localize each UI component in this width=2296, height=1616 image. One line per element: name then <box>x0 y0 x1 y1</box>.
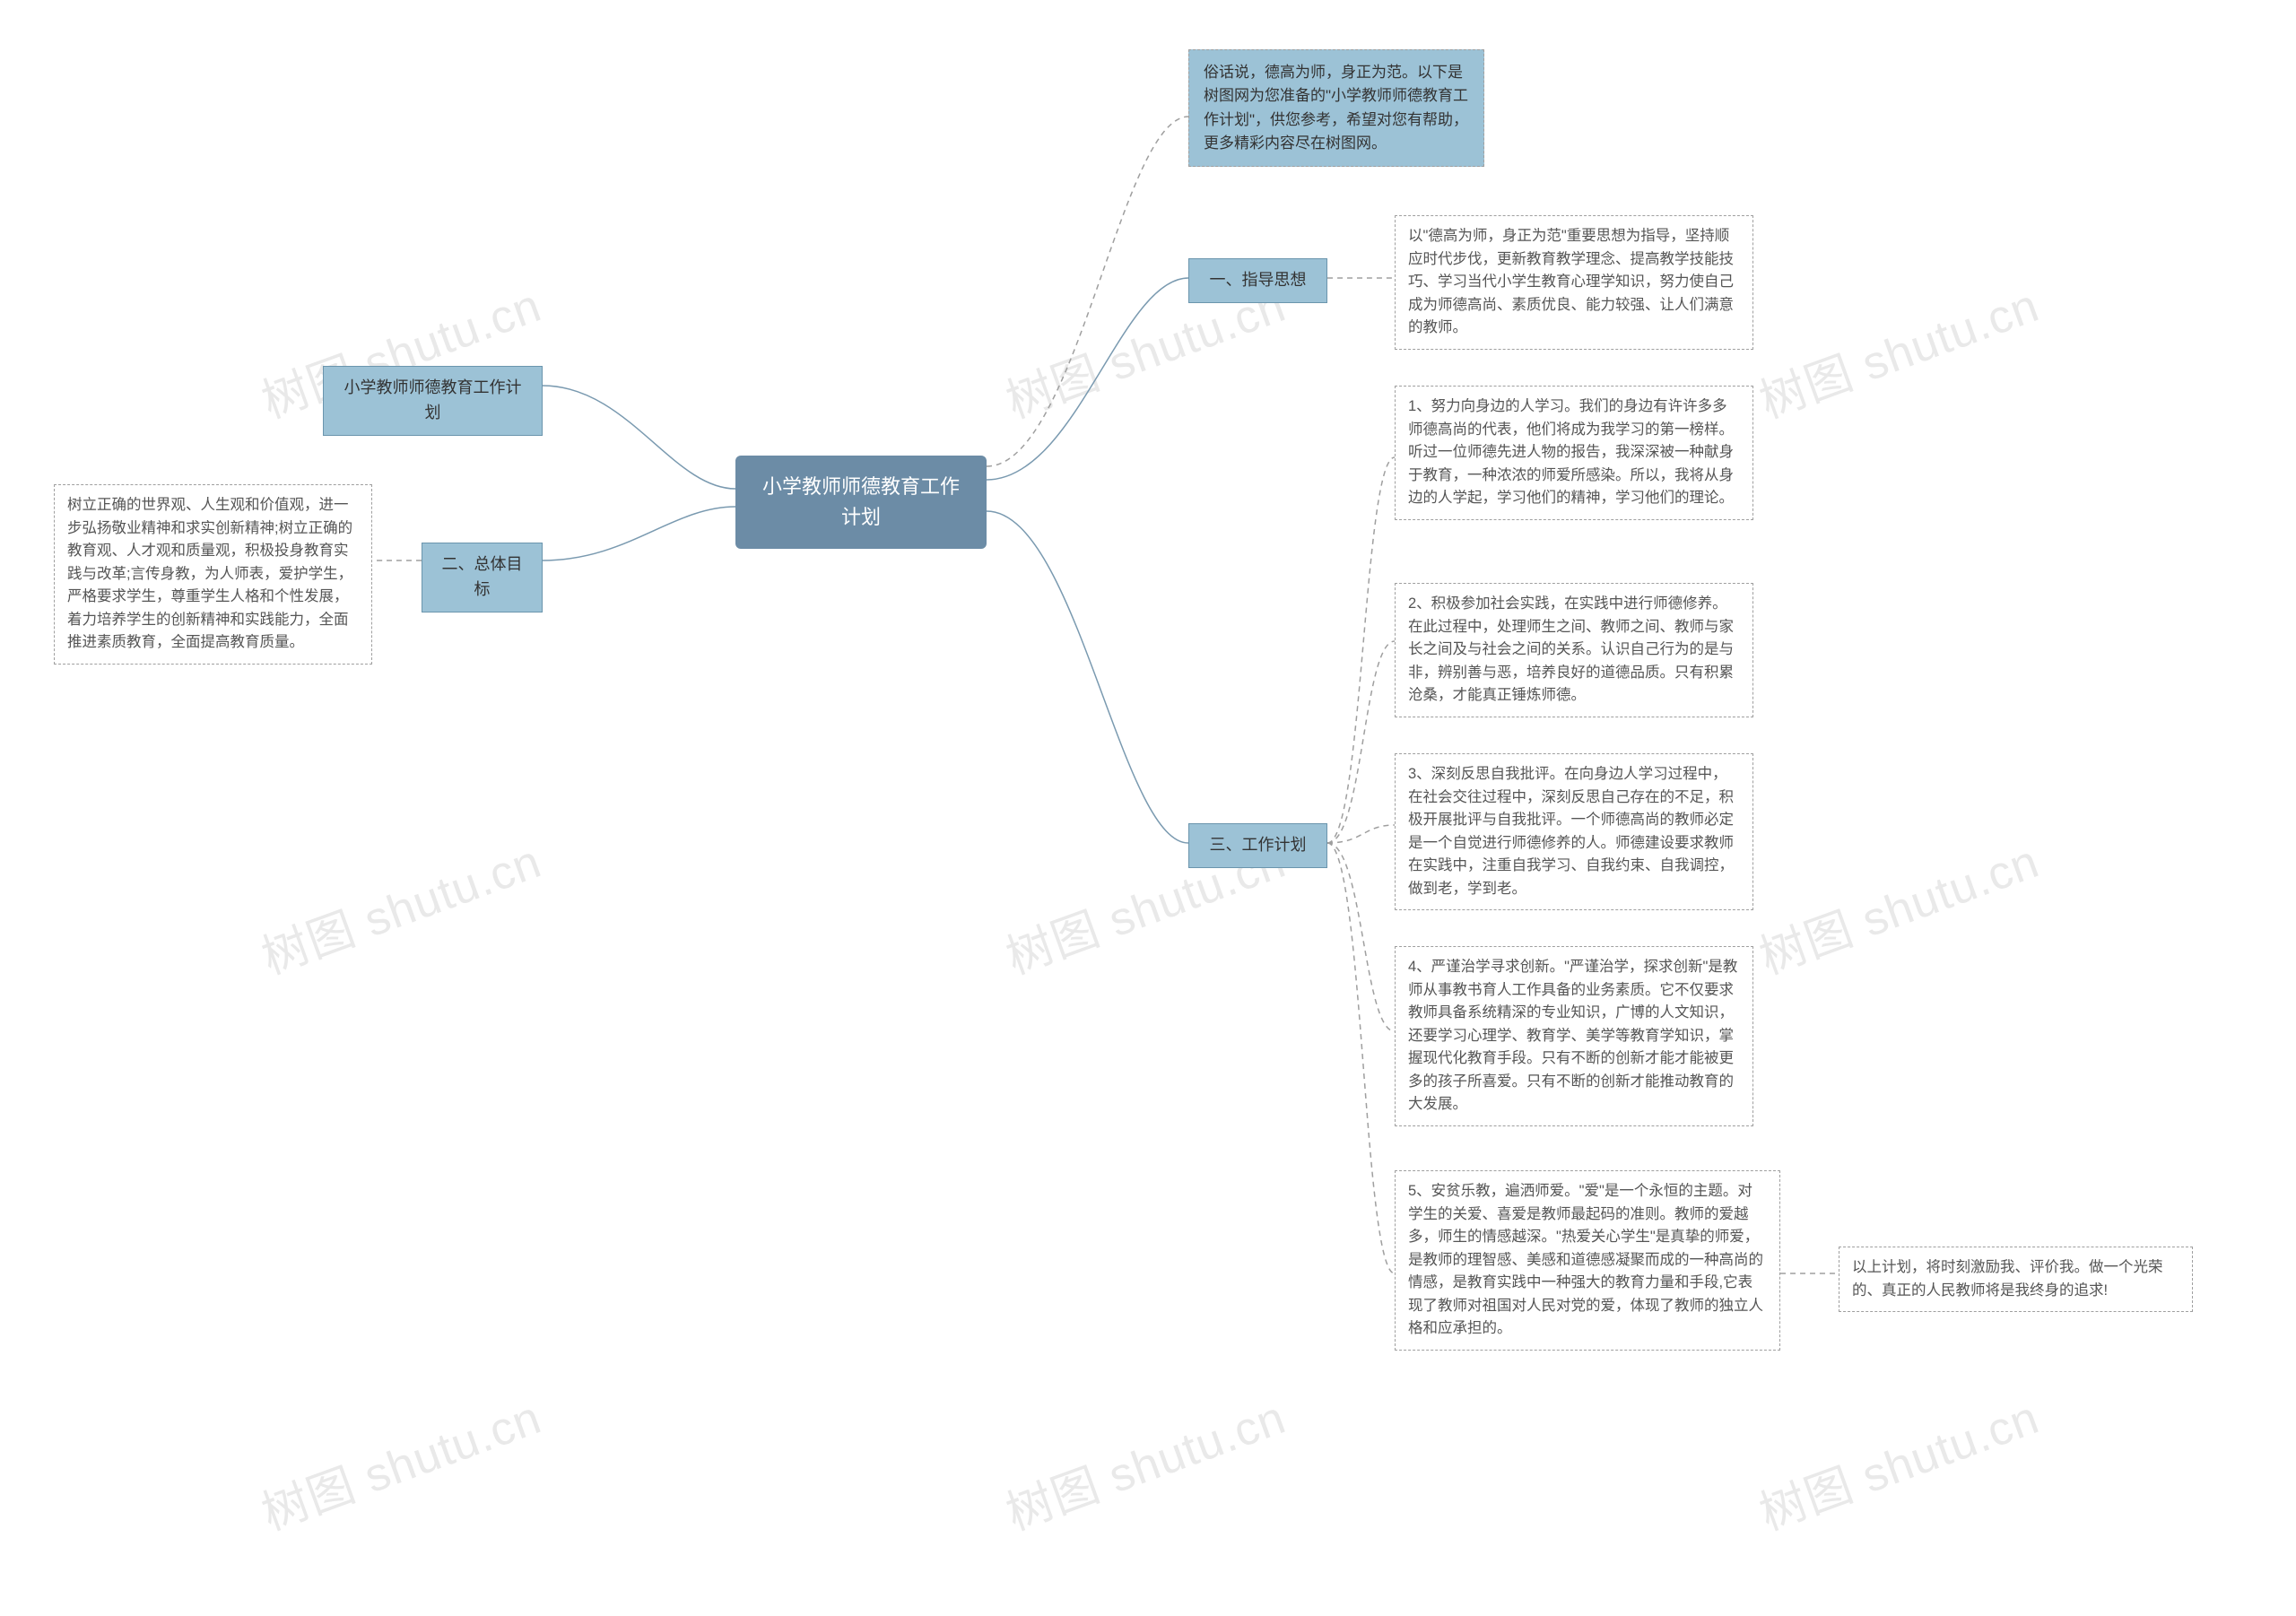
watermark: 树图 shutu.cn <box>251 1379 549 1542</box>
watermark: 树图 shutu.cn <box>996 1379 1293 1542</box>
watermark: 树图 shutu.cn <box>1749 267 2047 430</box>
center-node[interactable]: 小学教师师德教育工作计划 <box>735 456 987 549</box>
branch-right-2[interactable]: 三、工作计划 <box>1188 823 1327 868</box>
watermark: 树图 shutu.cn <box>251 823 549 986</box>
leaf-l2a: 树立正确的世界观、人生观和价值观，进一步弘扬敬业精神和求实创新精神;树立正确的教… <box>54 484 372 665</box>
branch-left-1[interactable]: 小学教师师德教育工作计划 <box>323 366 543 436</box>
leaf-r2b: 2、积极参加社会实践，在实践中进行师德修养。在此过程中，处理师生之间、教师之间、… <box>1395 583 1753 717</box>
leaf-r2c: 3、深刻反思自我批评。在向身边人学习过程中，在社会交往过程中，深刻反思自己存在的… <box>1395 753 1753 910</box>
leaf-r2e: 5、安贫乐教，遍洒师爱。"爱"是一个永恒的主题。对学生的关爱、喜爱是教师最起码的… <box>1395 1170 1780 1351</box>
watermark: 树图 shutu.cn <box>1749 1379 2047 1542</box>
intro-box: 俗话说，德高为师，身正为范。以下是树图网为您准备的"小学教师师德教育工作计划"，… <box>1188 49 1484 167</box>
leaf-r2d: 4、严谨治学寻求创新。"严谨治学，探求创新"是教师从事教书育人工作具备的业务素质… <box>1395 946 1753 1126</box>
watermark: 树图 shutu.cn <box>1749 823 2047 986</box>
branch-right-1[interactable]: 一、指导思想 <box>1188 258 1327 303</box>
mindmap-canvas: 树图 shutu.cn 树图 shutu.cn 树图 shutu.cn 树图 s… <box>0 0 2296 1616</box>
connectors-layer <box>0 0 2296 1616</box>
leaf-r2e-trailing: 以上计划，将时刻激励我、评价我。做一个光荣的、真正的人民教师将是我终身的追求! <box>1839 1247 2193 1312</box>
branch-left-2[interactable]: 二、总体目标 <box>422 543 543 613</box>
leaf-r1a: 以"德高为师，身正为范"重要思想为指导，坚持顺应时代步伐，更新教育教学理念、提高… <box>1395 215 1753 350</box>
leaf-r2a: 1、努力向身边的人学习。我们的身边有许许多多师德高尚的代表，他们将成为我学习的第… <box>1395 386 1753 520</box>
